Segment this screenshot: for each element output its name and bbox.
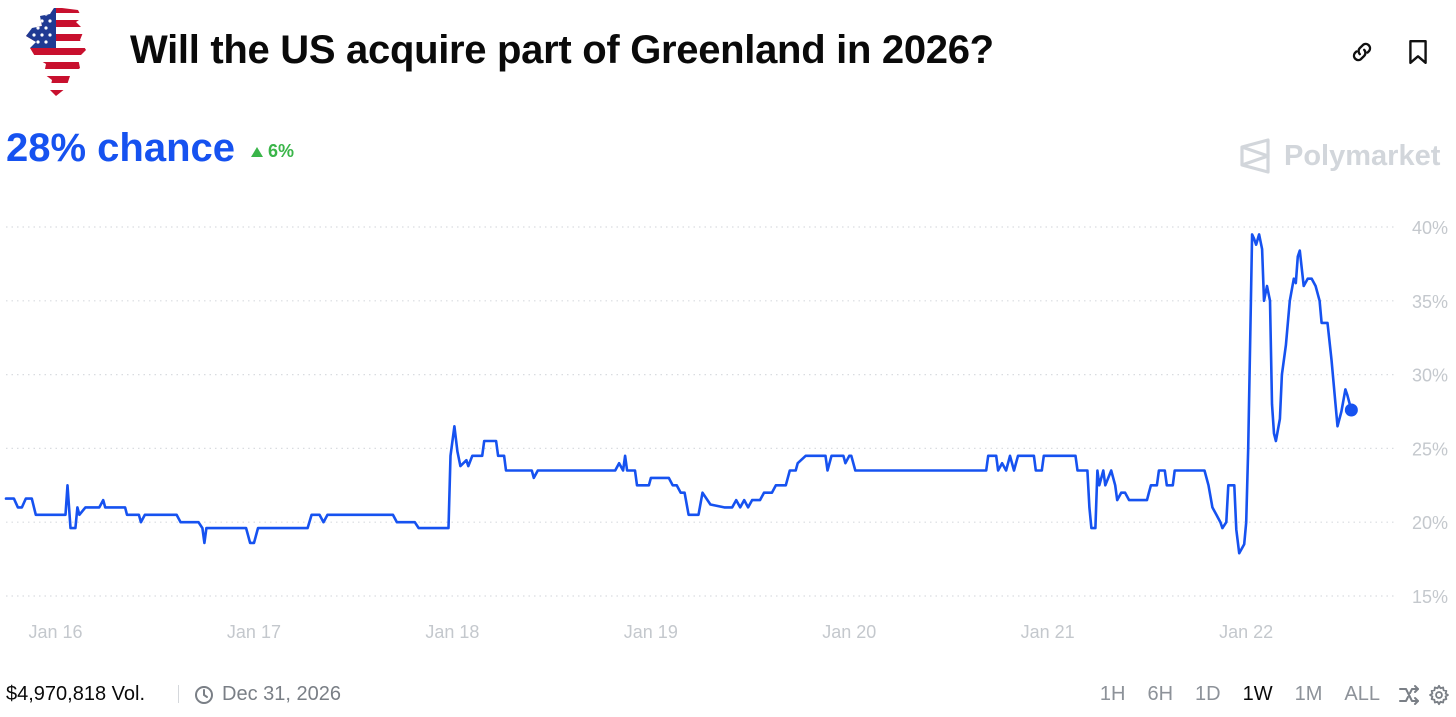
change-value: 6%	[268, 141, 295, 161]
range-1h[interactable]: 1H	[1099, 683, 1126, 705]
bookmark-button[interactable]	[1402, 36, 1434, 68]
end-date: Dec 31, 2026	[194, 683, 341, 706]
gear-icon	[1429, 684, 1449, 705]
x-tick-label: Jan 16	[29, 622, 83, 642]
time-range-selector: 1H 6H 1D 1W 1M ALL	[1078, 683, 1450, 706]
x-tick-label: Jan 21	[1021, 622, 1075, 642]
brand-name: Polymarket	[1284, 139, 1441, 172]
series-line	[4, 233, 1353, 555]
range-all[interactable]: ALL	[1344, 683, 1380, 705]
market-icon	[22, 6, 94, 98]
x-tick-label: Jan 18	[425, 622, 479, 642]
volume-text: $4,970,818 Vol.	[6, 683, 146, 705]
price-chart[interactable]: 15% 20% 25% 30% 35% 40% Jan 16 Jan 17 Jan 18 Jan…	[0, 200, 1456, 660]
us-flag-greenland-icon	[26, 8, 86, 96]
y-tick-label: 40%	[1412, 218, 1448, 238]
change-badge: 6%	[250, 141, 294, 162]
link-icon	[1352, 42, 1372, 62]
y-tick-label: 15%	[1412, 587, 1448, 607]
settings-button[interactable]	[1428, 684, 1450, 706]
footer-bar: $4,970,818 Vol. Dec 31, 2026 1H 6H 1D 1W…	[6, 683, 1450, 713]
range-6h[interactable]: 6H	[1147, 683, 1174, 705]
x-tick-label: Jan 19	[624, 622, 678, 642]
shuffle-icon	[1399, 684, 1419, 705]
y-tick-label: 30%	[1412, 366, 1448, 386]
market-title: Will the US acquire part of Greenland in…	[130, 28, 994, 72]
last-point-marker	[1344, 403, 1358, 417]
y-tick-label: 25%	[1412, 439, 1448, 459]
divider	[178, 685, 179, 703]
x-tick-label: Jan 17	[227, 622, 281, 642]
polymarket-logo-icon	[1240, 138, 1270, 174]
copy-link-button[interactable]	[1346, 36, 1378, 68]
end-date-text: Dec 31, 2026	[222, 683, 341, 705]
clock-icon	[195, 685, 213, 704]
triangle-up-icon	[251, 146, 263, 157]
x-tick-label: Jan 20	[822, 622, 876, 642]
y-tick-label: 20%	[1412, 513, 1448, 533]
range-1d[interactable]: 1D	[1195, 683, 1221, 705]
range-1m[interactable]: 1M	[1294, 683, 1323, 705]
polymarket-watermark: Polymarket	[1238, 138, 1440, 174]
chance-value: 28% chance	[6, 126, 236, 170]
range-1w[interactable]: 1W	[1242, 683, 1273, 705]
x-tick-label: Jan 22	[1219, 622, 1273, 642]
y-tick-label: 35%	[1412, 292, 1448, 312]
bookmark-icon	[1409, 39, 1427, 65]
shuffle-button[interactable]	[1398, 684, 1420, 706]
